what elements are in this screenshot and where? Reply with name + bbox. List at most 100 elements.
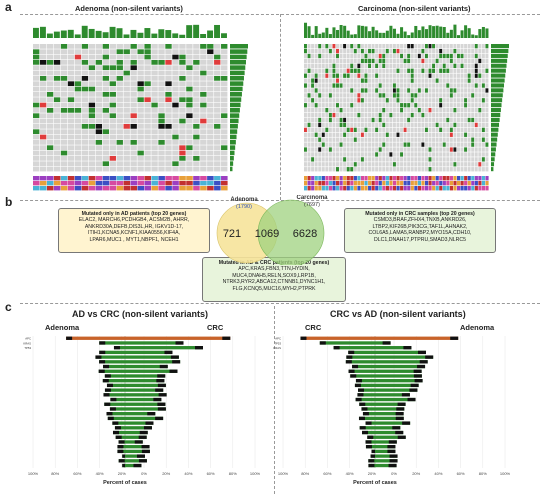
- mutation-cell: [442, 48, 446, 54]
- mutation-cell: [378, 157, 382, 162]
- left-bar-segment: [104, 374, 111, 378]
- mutation-cell: [53, 161, 61, 167]
- mutation-cell: [389, 58, 393, 64]
- mutation-cell: [407, 68, 411, 73]
- mutation-cell: [33, 81, 40, 87]
- mutation-cell: [481, 167, 485, 172]
- mutation-cell: [442, 78, 446, 83]
- mutation-cell: [392, 83, 396, 88]
- mutation-cell: [467, 122, 471, 128]
- mutation-cell: [314, 98, 318, 103]
- annotation-cell: [378, 186, 382, 191]
- mutation-cell: [67, 92, 75, 97]
- mutation-cell: [478, 78, 482, 83]
- mutation-cell: [371, 132, 375, 137]
- mutation-cell: [165, 108, 172, 113]
- gene-frequency-bar: [230, 108, 240, 113]
- mutation-cell: [481, 112, 485, 118]
- mutation-cell: [432, 93, 436, 98]
- mutation-cell: [53, 108, 61, 113]
- mutation-cell: [368, 152, 371, 157]
- mutation-cell: [432, 152, 436, 157]
- gene-frequency-bar: [230, 76, 244, 81]
- mutation-cell: [414, 112, 418, 118]
- mutation-cell: [193, 49, 200, 55]
- mutation-cell: [158, 76, 165, 81]
- mutation-cell: [304, 73, 307, 78]
- mutation-cell: [471, 73, 475, 78]
- mutation-cell: [446, 83, 450, 88]
- mutation-cell: [74, 145, 82, 151]
- mutation-cell: [446, 167, 450, 172]
- mutation-cell: [403, 103, 407, 108]
- mutation-cell: [81, 129, 89, 135]
- mutation-cell: [95, 113, 103, 119]
- mutation-cell: [321, 103, 325, 108]
- right-bar: [125, 430, 148, 435]
- mutation-cell: [350, 98, 354, 103]
- mutation-cell: [439, 127, 443, 133]
- left-bar-segment: [348, 350, 355, 355]
- left-bar: [345, 360, 375, 364]
- mutation-cell: [385, 48, 389, 54]
- mutation-cell: [325, 142, 329, 147]
- mutation-cell: [378, 142, 382, 147]
- mutation-cell: [414, 44, 418, 49]
- mutation-cell: [368, 48, 371, 54]
- annotation-cell: [464, 181, 468, 186]
- venn-crc-only-count: 6628: [293, 228, 317, 240]
- annotation-cell: [467, 176, 471, 181]
- right-bar-segment: [157, 407, 166, 411]
- mutation-cell: [74, 76, 82, 81]
- gene-frequency-bar: [230, 113, 240, 118]
- left-bar-segment: [117, 445, 124, 449]
- mutation-cell: [123, 60, 130, 65]
- right-bar-segment: [158, 393, 167, 397]
- left-bar: [104, 388, 125, 392]
- mutation-cell: [33, 166, 40, 172]
- mutation-cell: [304, 44, 307, 49]
- mutation-cell: [442, 147, 446, 152]
- right-bar-segment: [409, 388, 418, 392]
- mutation-cell: [336, 103, 339, 108]
- mutation-cell: [318, 132, 322, 137]
- mutation-cell: [123, 44, 130, 49]
- mutation-cell: [439, 112, 443, 118]
- mutation-cell: [67, 161, 75, 167]
- mutation-cell: [343, 48, 347, 54]
- mutation-cell: [186, 44, 193, 49]
- panel-b-divider-top: [20, 200, 540, 201]
- mutation-cell: [74, 150, 82, 156]
- annotation-cell: [407, 181, 411, 186]
- mutation-cell: [339, 112, 343, 118]
- sample-burden-bar: [144, 28, 151, 38]
- mutation-cell: [311, 142, 315, 147]
- mutation-cell: [172, 156, 179, 161]
- gene-frequency-bar: [230, 86, 243, 92]
- mutation-cell: [474, 122, 478, 128]
- mutation-cell: [214, 118, 221, 124]
- mutation-cell: [186, 118, 193, 124]
- annotation-cell: [456, 176, 461, 181]
- mutation-cell: [467, 98, 471, 103]
- mutation-cell: [314, 132, 318, 137]
- mutation-cell: [417, 93, 421, 98]
- mutation-cell: [102, 118, 110, 124]
- mutation-cell: [392, 103, 396, 108]
- mutation-cell: [328, 53, 332, 59]
- ad-only-gene-line: ITIH1,KCNA5,KCNF1,KIAA0556,KIF4A,: [88, 230, 180, 237]
- mutation-cell: [378, 83, 382, 88]
- mutation-cell: [137, 49, 144, 55]
- annotation-cell: [307, 176, 311, 181]
- mutation-cell: [446, 162, 450, 167]
- mutation-cell: [200, 70, 207, 76]
- right-bar-segment: [425, 355, 434, 359]
- mutation-cell: [53, 134, 61, 140]
- mutation-cell: [410, 58, 414, 64]
- gene-frequency-bar: [491, 152, 496, 157]
- gene-frequency-bar: [230, 44, 248, 49]
- axis-tick-label: 60%: [73, 471, 81, 476]
- mutation-cell: [464, 78, 468, 83]
- mutation-cell: [368, 127, 371, 133]
- annotation-cell: [360, 186, 365, 191]
